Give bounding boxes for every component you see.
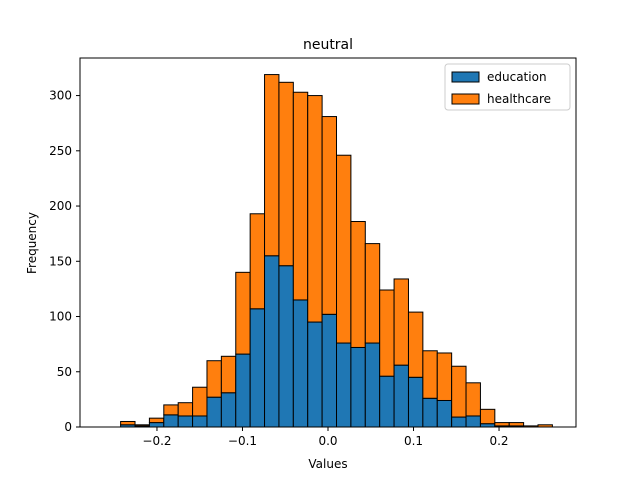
healthcare-bar bbox=[350, 221, 366, 348]
education-bar bbox=[336, 342, 352, 428]
education-bar bbox=[422, 397, 438, 428]
healthcare-bar bbox=[220, 355, 237, 394]
healthcare-bar bbox=[163, 404, 179, 416]
healthcare-bar bbox=[451, 365, 467, 418]
x-axis-label: Values bbox=[308, 457, 347, 471]
x-tick-label: 0.2 bbox=[489, 434, 508, 448]
bars-group bbox=[120, 74, 553, 428]
y-tick-label: 200 bbox=[49, 199, 72, 213]
healthcare-bar bbox=[321, 116, 338, 315]
education-bar bbox=[278, 265, 294, 428]
x-tick-label: −0.1 bbox=[228, 434, 257, 448]
education-legend-label: education bbox=[487, 70, 547, 84]
healthcare-bar bbox=[422, 350, 438, 399]
y-tick-label: 250 bbox=[49, 144, 72, 158]
education-bar bbox=[407, 376, 424, 428]
healthcare-bar bbox=[307, 95, 323, 323]
education-bar bbox=[465, 415, 481, 428]
education-bar bbox=[393, 364, 409, 428]
healthcare-legend-label: healthcare bbox=[487, 92, 551, 106]
healthcare-bar bbox=[177, 402, 194, 417]
x-tick-label: 0.1 bbox=[404, 434, 423, 448]
education-bar bbox=[364, 342, 381, 428]
healthcare-bar bbox=[278, 81, 294, 267]
healthcare-bar bbox=[192, 386, 208, 417]
healthcare-bar bbox=[264, 74, 280, 257]
healthcare-bar bbox=[465, 382, 481, 417]
education-bar bbox=[220, 392, 237, 428]
education-bar bbox=[451, 416, 467, 428]
y-tick-label: 300 bbox=[49, 89, 72, 103]
y-axis: 0 50 100 150 200 250 300 bbox=[49, 89, 80, 434]
education-bar bbox=[192, 415, 208, 428]
healthcare-bar bbox=[364, 243, 381, 344]
education-bar bbox=[206, 396, 222, 428]
healthcare-bar bbox=[249, 213, 266, 310]
y-tick-label: 0 bbox=[64, 420, 72, 434]
education-bar bbox=[235, 353, 251, 428]
y-tick-label: 150 bbox=[49, 254, 72, 268]
x-tick-label: 0.0 bbox=[318, 434, 337, 448]
education-bar bbox=[177, 415, 194, 428]
education-bar bbox=[292, 299, 309, 428]
education-bar bbox=[148, 422, 165, 428]
healthcare-bar bbox=[436, 352, 453, 401]
healthcare-bar bbox=[120, 420, 136, 426]
healthcare-bar bbox=[508, 422, 525, 427]
healthcare-bar bbox=[393, 278, 409, 366]
education-legend-swatch bbox=[451, 71, 480, 83]
legend: education healthcare bbox=[444, 63, 571, 111]
education-bar bbox=[350, 346, 366, 428]
education-bar bbox=[163, 414, 179, 428]
plot-frame bbox=[79, 57, 577, 428]
education-bar bbox=[307, 321, 323, 428]
healthcare-bar bbox=[479, 408, 496, 425]
y-tick-label: 100 bbox=[49, 310, 72, 324]
education-bar bbox=[321, 313, 338, 428]
y-axis-label: Frequency bbox=[25, 212, 39, 274]
education-bar bbox=[379, 375, 395, 428]
x-axis: −0.2 −0.1 0.0 0.1 0.2 bbox=[142, 427, 509, 448]
healthcare-bar bbox=[134, 424, 150, 427]
healthcare-bar bbox=[235, 271, 251, 355]
healthcare-bar bbox=[336, 154, 352, 344]
healthcare-bar bbox=[494, 422, 510, 427]
y-tick-label: 50 bbox=[57, 365, 72, 379]
healthcare-bar bbox=[206, 360, 222, 398]
education-bar bbox=[264, 255, 280, 428]
x-tick-label: −0.2 bbox=[142, 434, 171, 448]
education-bar bbox=[249, 308, 266, 428]
healthcare-legend-swatch bbox=[451, 93, 480, 105]
education-bar bbox=[436, 399, 453, 428]
chart-title: neutral bbox=[303, 37, 353, 53]
healthcare-bar bbox=[379, 289, 395, 377]
healthcare-bar bbox=[407, 311, 424, 378]
healthcare-bar bbox=[148, 417, 165, 424]
healthcare-bar bbox=[292, 91, 309, 301]
